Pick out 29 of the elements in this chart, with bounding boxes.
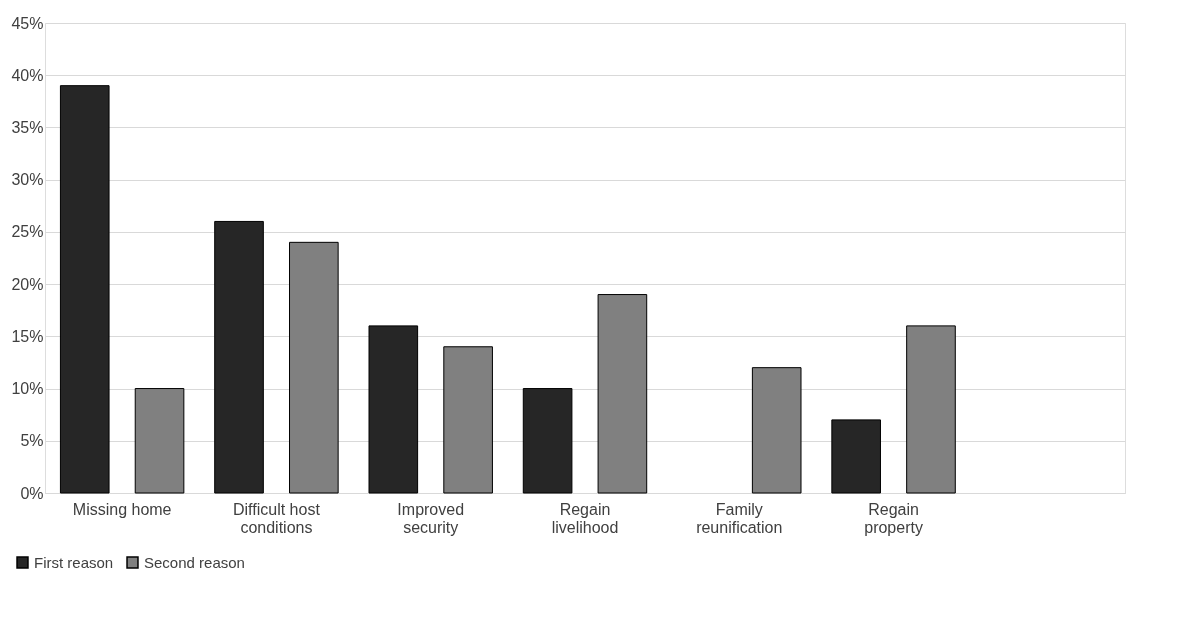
- bar: [831, 419, 881, 494]
- bar: [59, 85, 110, 494]
- y-tick-label: 15%: [11, 327, 44, 345]
- x-tick-label: Family reunification: [696, 500, 783, 536]
- x-tick-label: Regain livelihood: [551, 500, 619, 536]
- y-tick-label: 5%: [20, 432, 44, 450]
- y-tick-label: 45%: [11, 14, 44, 32]
- bar: [214, 220, 264, 494]
- x-tick-label: Regain property: [864, 500, 923, 536]
- y-tick-label: 10%: [11, 380, 44, 398]
- y-tick-label: 35%: [11, 118, 44, 136]
- x-tick-label: Difficult host conditions: [233, 500, 321, 536]
- x-tick-label: Improved security: [397, 500, 465, 536]
- y-tick-label: 30%: [11, 171, 44, 189]
- legend-label: First reason: [34, 553, 114, 571]
- y-tick-label: 0%: [20, 484, 44, 502]
- bar: [751, 367, 802, 494]
- y-tick-label: 20%: [11, 275, 44, 293]
- x-tick-label: Missing home: [72, 500, 172, 518]
- bar: [134, 388, 185, 494]
- y-tick-label: 25%: [11, 223, 44, 241]
- bar: [597, 294, 648, 494]
- bar: [289, 241, 339, 494]
- bar: [906, 325, 956, 494]
- legend-label: Second reason: [144, 553, 245, 571]
- bar: [522, 388, 573, 494]
- bar: [368, 325, 419, 494]
- y-tick-label: 40%: [11, 66, 44, 84]
- bar: [443, 346, 493, 494]
